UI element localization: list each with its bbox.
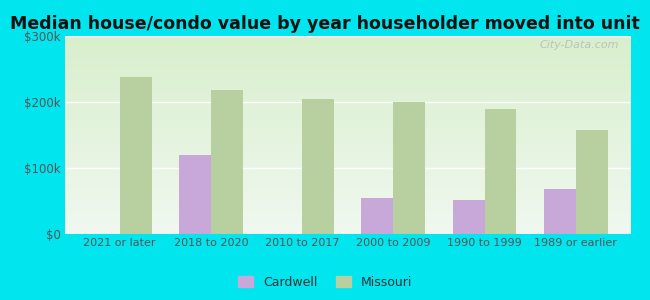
Bar (179, 155, 211, 234)
Bar (302, 99, 334, 234)
Bar (211, 90, 243, 234)
Bar (452, 200, 484, 234)
Text: City-Data.com: City-Data.com (540, 40, 619, 50)
Legend: Cardwell, Missouri: Cardwell, Missouri (233, 271, 417, 294)
Bar (393, 102, 425, 234)
Bar (544, 189, 576, 234)
Bar (484, 109, 517, 234)
Bar (361, 198, 393, 234)
Bar (576, 130, 608, 234)
Bar (120, 77, 151, 234)
Text: Median house/condo value by year householder moved into unit: Median house/condo value by year househo… (10, 15, 640, 33)
